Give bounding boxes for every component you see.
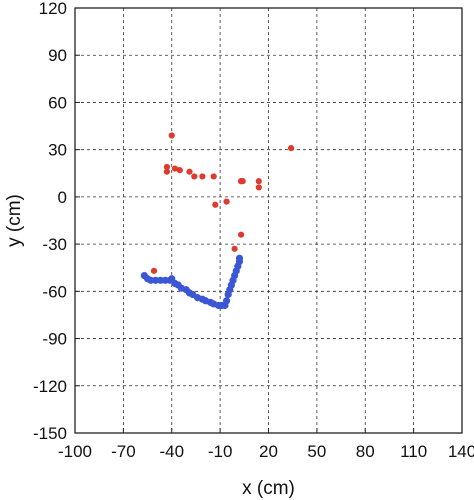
y-tick-label: 90 [48, 46, 67, 65]
x-tick-label: 80 [356, 442, 375, 461]
x-axis-label: x (cm) [242, 478, 295, 499]
y-tick-label: 0 [58, 188, 67, 207]
data-point [255, 184, 262, 191]
data-points [140, 132, 295, 310]
data-point [222, 297, 231, 305]
data-point [163, 168, 171, 175]
y-tick-label: -60 [42, 282, 67, 301]
data-point [168, 132, 175, 139]
data-point [176, 167, 183, 174]
data-point [212, 201, 219, 208]
data-point [210, 173, 217, 180]
y-tick-label: -150 [33, 424, 67, 443]
y-axis-label: y (cm) [4, 194, 25, 247]
data-point [287, 144, 295, 152]
data-point [239, 178, 246, 185]
grid [75, 8, 462, 433]
y-tick-label: 30 [48, 141, 67, 160]
data-point [163, 163, 171, 171]
x-tick-label: -10 [208, 442, 233, 461]
x-tick-label: 110 [400, 442, 427, 461]
data-point [235, 254, 244, 262]
x-tick-label: 50 [307, 442, 326, 461]
data-point [231, 245, 238, 252]
data-point [186, 168, 193, 175]
data-point [237, 231, 245, 238]
y-tick-label: -120 [33, 377, 67, 396]
x-tick-label: -100 [58, 442, 92, 461]
y-tick-label: -30 [42, 235, 67, 254]
y-tick-label: 60 [48, 93, 67, 112]
data-point [150, 267, 158, 274]
y-tick-label: 120 [39, 0, 67, 18]
data-point [191, 173, 198, 180]
series-1 [140, 254, 244, 310]
data-point [199, 173, 206, 180]
axis-ticks: -100 -70 -40 -10 20 50 80 110 140 120 90 60 30 0 -30 -6… [33, 0, 474, 461]
data-point [255, 178, 262, 185]
data-point [223, 198, 230, 205]
x-tick-label: -40 [159, 442, 184, 461]
x-tick-label: -70 [111, 442, 136, 461]
data-point [171, 165, 179, 172]
x-tick-label: 20 [259, 442, 278, 461]
series-0 [150, 132, 295, 274]
x-tick-label: 140 [448, 442, 474, 461]
y-tick-label: -90 [42, 330, 67, 349]
